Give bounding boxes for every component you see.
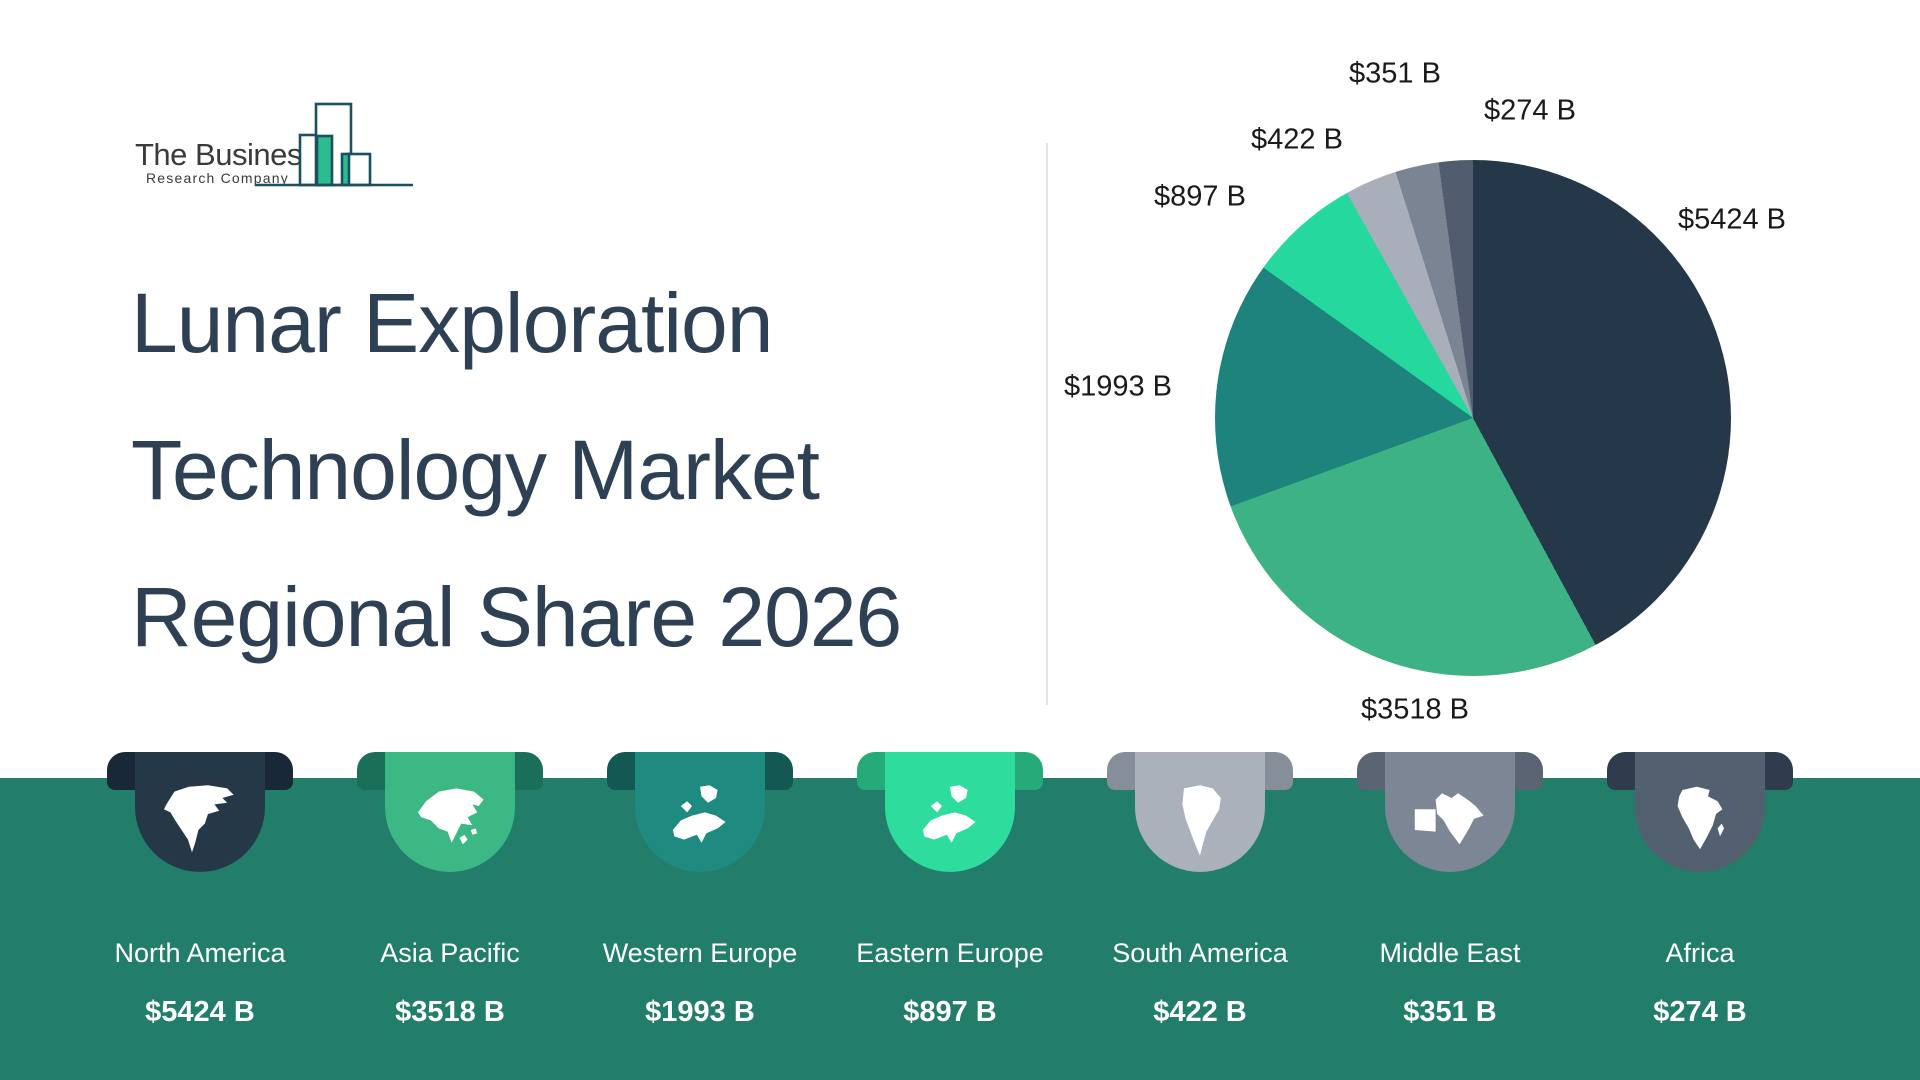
eastern-europe-map-icon (922, 785, 976, 843)
pie-label-middle-east: $351 B (1349, 57, 1441, 90)
south-america-map-icon (1135, 752, 1265, 872)
region-name: Asia Pacific (380, 938, 520, 968)
company-name-line1: The Business (135, 137, 317, 172)
page-title-line2: Technology Market (131, 423, 820, 517)
ribbon-badge (107, 752, 293, 872)
pie-label-south-america: $422 B (1251, 123, 1343, 156)
pie-label-western-europe: $1993 B (1063, 370, 1173, 403)
page-title-line3: Regional Share 2026 (131, 570, 902, 664)
region-name: North America (114, 938, 286, 968)
asia-pacific-map-icon (385, 752, 515, 872)
africa-map-icon (1635, 752, 1765, 872)
region-name: Western Europe (602, 938, 798, 968)
region-name: South America (1112, 938, 1288, 968)
region-name: Eastern Europe (856, 938, 1044, 968)
company-logo-text: The Business Research Company (135, 137, 317, 186)
ribbon-badge (357, 752, 543, 872)
page-title: Lunar Exploration Technology Market Regi… (131, 250, 902, 691)
region-value: $897 B (903, 996, 997, 1028)
africa-map-icon (1677, 786, 1724, 850)
western-europe-map-icon (672, 785, 726, 843)
asia-pacific-map-icon (418, 788, 484, 845)
middle-east-map-icon (1414, 793, 1484, 845)
company-name-line2: Research Company (146, 170, 289, 186)
region-value: $351 B (1403, 996, 1497, 1028)
pie-label-eastern-europe: $897 B (1154, 180, 1246, 213)
south-america-map-icon (1182, 785, 1221, 856)
middle-east-map-icon (1385, 752, 1515, 872)
eastern-europe-map-icon (885, 752, 1015, 872)
region-value: $274 B (1653, 996, 1747, 1028)
region-value: $1993 B (645, 996, 755, 1028)
western-europe-map-icon (635, 752, 765, 872)
north-america-map-icon (135, 752, 265, 872)
ribbon-badge (857, 752, 1043, 872)
company-logo: The Business Research Company (135, 100, 435, 200)
pie-chart (1215, 160, 1731, 676)
pie-label-north-america: $5424 B (1677, 203, 1787, 236)
divider-line (1046, 143, 1048, 705)
ribbon-badge (1357, 752, 1543, 872)
ribbon-badge (1607, 752, 1793, 872)
pie-label-africa: $274 B (1484, 94, 1576, 127)
region-value: $3518 B (395, 996, 505, 1028)
pie-label-asia-pacific: $3518 B (1360, 693, 1470, 726)
page-title-line1: Lunar Exploration (131, 276, 773, 370)
region-value: $5424 B (145, 996, 255, 1028)
region-name: Africa (1665, 938, 1735, 968)
ribbon-badge (1107, 752, 1293, 872)
ribbon-badge (607, 752, 793, 872)
region-name: Middle East (1379, 938, 1521, 968)
bar-chart-logo-icon (245, 98, 421, 199)
north-america-map-icon (164, 785, 234, 853)
region-value: $422 B (1153, 996, 1247, 1028)
